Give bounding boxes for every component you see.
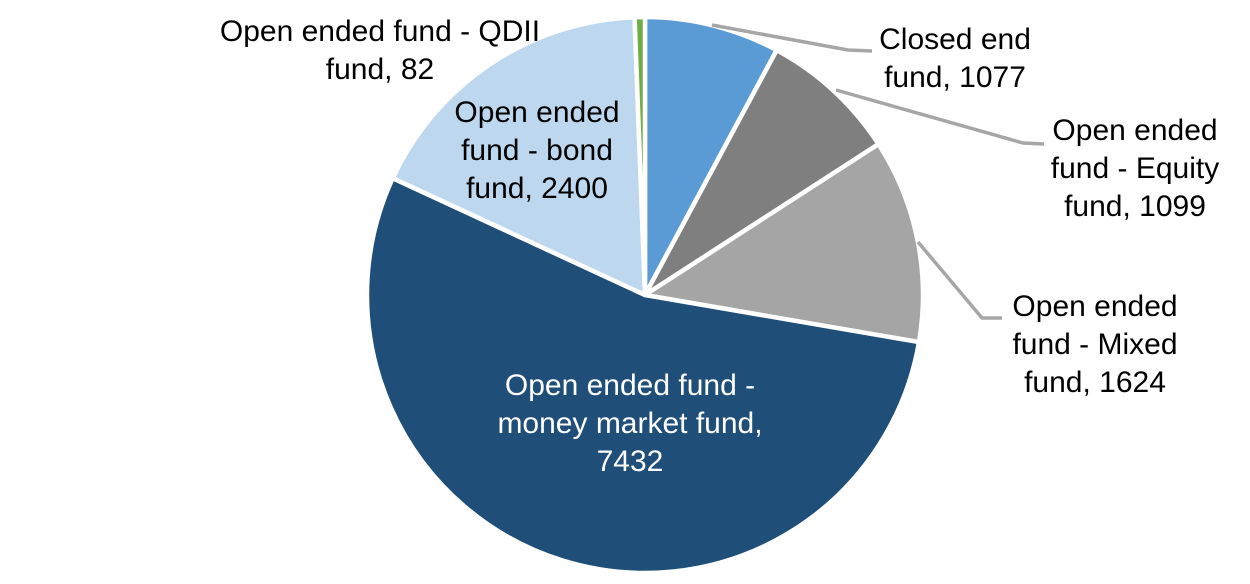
pie-slice-open-ended-fund-bond-fund xyxy=(390,14,648,298)
pie-slice-open-ended-fund-money-market-fund xyxy=(364,175,922,576)
leader-lines xyxy=(711,23,1045,320)
label-open-ended-fund-money-market: Open ended fund - money market fund, 743… xyxy=(497,369,763,478)
leader-line-equity-fund xyxy=(835,88,1045,146)
label-open-ended-fund-equity: Open ended fund - Equity fund, 1099 xyxy=(1050,114,1220,223)
leader-line-closed-end-fund xyxy=(711,23,873,53)
pie-slice-open-ended-fund-equity-fund xyxy=(642,47,881,298)
pie-slice-open-ended-fund-mixed-fund xyxy=(642,141,926,345)
label-open-ended-fund-mixed: Open ended fund - Mixed fund, 1624 xyxy=(1012,290,1178,399)
pie-slices xyxy=(364,14,926,576)
label-open-ended-fund-bond: Open ended fund - bond fund, 2400 xyxy=(454,96,620,205)
pie-slice-open-ended-fund-qdii-fund xyxy=(632,14,648,298)
label-closed-end-fund: Closed end fund, 1077 xyxy=(879,23,1031,94)
leader-line-mixed-fund xyxy=(916,240,1002,320)
label-open-ended-fund-qdii: Open ended fund - QDII fund, 82 xyxy=(219,15,541,86)
